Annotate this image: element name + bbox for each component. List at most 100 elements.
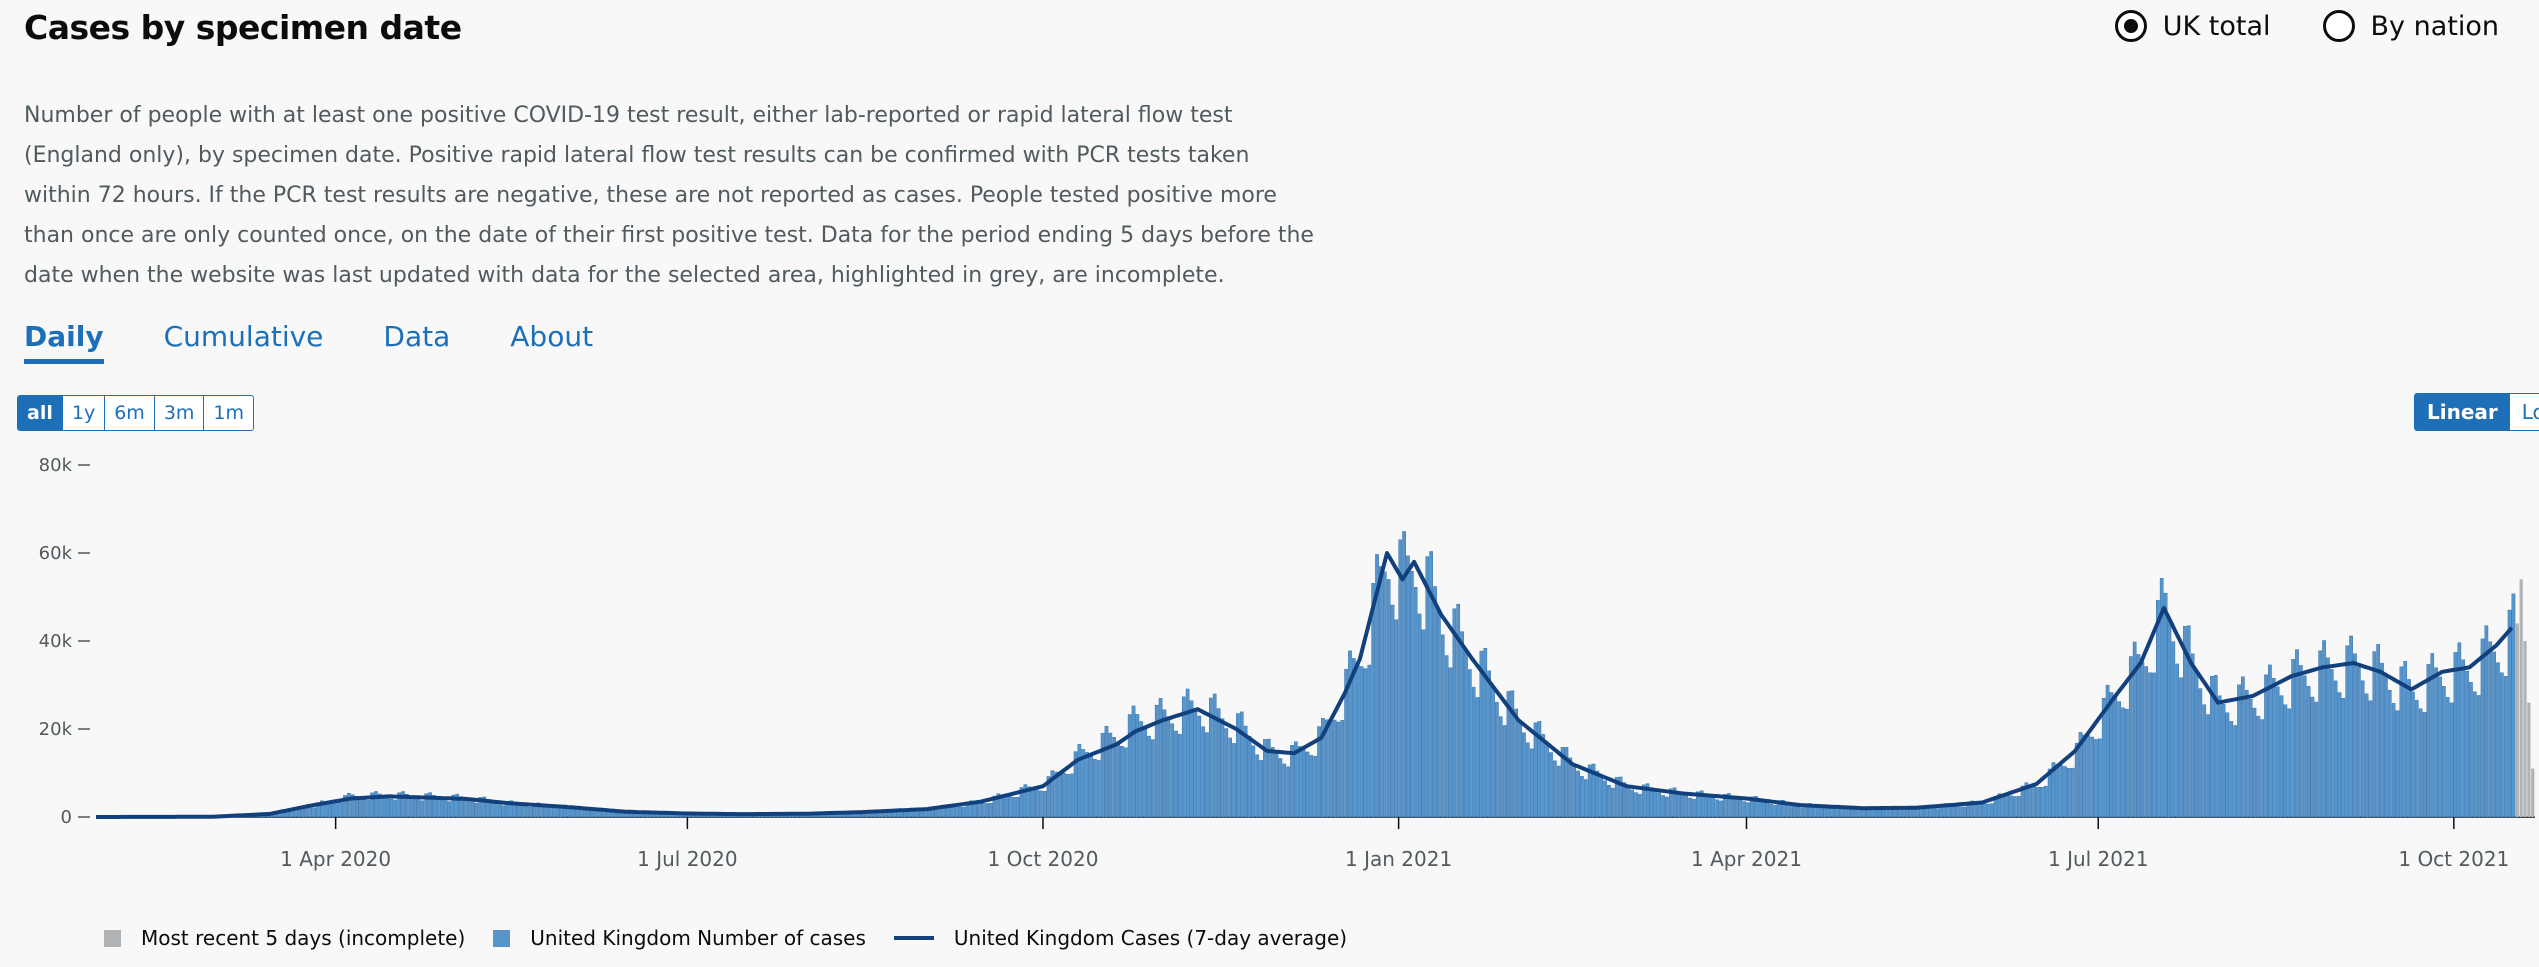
bar-daily-cases (1904, 809, 1909, 818)
bar-daily-cases (2121, 707, 2125, 818)
tab-daily[interactable]: Daily (24, 320, 104, 364)
legend-label-average: United Kingdom Cases (7-day average) (953, 926, 1348, 950)
bar-daily-cases (2438, 676, 2442, 818)
bar-daily-cases (2198, 688, 2203, 818)
bar-daily-cases (2356, 667, 2361, 818)
radio-by-nation[interactable]: By nation (2322, 10, 2499, 42)
bar-daily-cases (1475, 697, 1480, 818)
bar-daily-cases (1641, 784, 1646, 818)
bar-daily-cases (1591, 763, 1596, 818)
bar-daily-cases (2387, 690, 2392, 818)
bar-daily-cases (1738, 799, 1743, 818)
bar-daily-cases (2496, 662, 2500, 818)
bar-daily-cases (435, 796, 440, 818)
bar-daily-cases (1800, 807, 1805, 818)
radio-by-nation-label: By nation (2370, 10, 2499, 42)
bar-daily-cases (1089, 755, 1093, 818)
bar-daily-cases (2047, 768, 2052, 818)
bar-daily-cases (1073, 751, 1078, 818)
y-tick-label: 40k (39, 631, 73, 652)
bar-daily-cases (1908, 809, 1913, 818)
bar-daily-cases (1583, 779, 1588, 818)
bar-daily-cases (1181, 696, 1186, 818)
bar-daily-cases (1850, 809, 1855, 818)
bar-daily-cases (1263, 739, 1267, 818)
radio-uk-total[interactable]: UK total (2114, 10, 2271, 42)
bar-daily-cases (2287, 708, 2292, 818)
range-3m-button[interactable]: 3m (155, 396, 205, 430)
bar-daily-cases (1467, 669, 1472, 818)
bar-daily-cases (1050, 770, 1055, 818)
bar-daily-cases (443, 800, 448, 818)
legend-item-average: United Kingdom Cases (7-day average) (893, 926, 1348, 950)
bar-daily-cases (381, 795, 386, 818)
range-1m-button[interactable]: 1m (213, 402, 245, 424)
bar-daily-cases (1151, 739, 1155, 818)
bar-daily-cases (1398, 539, 1403, 818)
tab-data[interactable]: Data (383, 320, 451, 353)
bar-daily-cases (1402, 531, 1406, 818)
bar-daily-cases (1471, 686, 1476, 818)
bar-daily-cases (1352, 658, 1356, 818)
range-1y-button[interactable]: 1y (63, 396, 106, 430)
bar-daily-cases (2213, 675, 2218, 818)
bar-daily-cases (2360, 680, 2365, 818)
bar-daily-cases (1382, 571, 1387, 818)
bar-daily-cases (1645, 783, 1650, 818)
tab-cumulative[interactable]: Cumulative (163, 320, 324, 353)
bar-daily-cases (1429, 551, 1433, 818)
bar-daily-cases (2445, 697, 2450, 818)
bar-daily-cases (1278, 758, 1283, 818)
bar-daily-cases (1004, 795, 1008, 818)
bar-daily-cases (2279, 695, 2284, 818)
bar-daily-cases (2275, 686, 2280, 818)
bar-daily-cases (497, 804, 502, 818)
bar-daily-cases (374, 791, 378, 818)
scale-linear-button[interactable]: Linear (2415, 394, 2510, 430)
bar-daily-cases (2009, 795, 2013, 818)
bar-daily-cases (2051, 762, 2056, 818)
bar-daily-cases (2322, 640, 2326, 818)
bar-daily-cases (1317, 726, 1321, 818)
bar-daily-cases (385, 797, 390, 818)
bar-daily-cases (501, 805, 506, 818)
range-6m-button[interactable]: 6m (105, 396, 155, 430)
bar-daily-cases (2306, 686, 2311, 818)
bar-daily-cases (2152, 672, 2156, 818)
bar-daily-cases (1634, 792, 1638, 818)
bar-daily-cases (1444, 655, 1449, 818)
line-seven-day-average (96, 551, 2514, 819)
bar-daily-cases (1375, 554, 1379, 818)
bar-daily-cases (2024, 782, 2029, 818)
bar-daily-cases (2295, 649, 2299, 818)
bar-daily-cases (520, 805, 525, 818)
bar-daily-cases (1065, 774, 1070, 818)
bar-daily-cases (393, 799, 398, 818)
bar-daily-cases (1386, 579, 1391, 818)
tab-about[interactable]: About (510, 320, 594, 353)
bar-daily-cases (1313, 756, 1318, 818)
bar-daily-cases (1147, 735, 1151, 818)
bar-daily-cases (2480, 638, 2485, 818)
bar-daily-cases (2488, 641, 2493, 818)
bar-daily-cases (1236, 713, 1240, 818)
bar-daily-cases (1989, 803, 1994, 818)
bar-daily-cases (2229, 721, 2234, 818)
bar-daily-cases (1746, 802, 1750, 818)
bar-daily-cases (304, 807, 309, 818)
range-all-button[interactable]: all (18, 396, 63, 430)
bar-daily-cases (2268, 664, 2272, 818)
bar-daily-cases (1162, 709, 1167, 818)
bar-daily-cases (1495, 701, 1499, 818)
bar-daily-cases (2082, 734, 2087, 818)
bar-daily-cases (1127, 714, 1132, 818)
scale-log-button[interactable]: Log (2521, 400, 2539, 424)
bar-daily-cases (1413, 587, 1418, 818)
bar-daily-cases (2399, 666, 2404, 818)
bar-daily-cases (961, 806, 966, 818)
bar-daily-cases (474, 802, 479, 818)
bar-daily-cases (493, 802, 498, 818)
bar-daily-cases (2225, 712, 2230, 818)
bar-incomplete-cases (2515, 623, 2519, 817)
bar-daily-cases (2333, 680, 2338, 818)
